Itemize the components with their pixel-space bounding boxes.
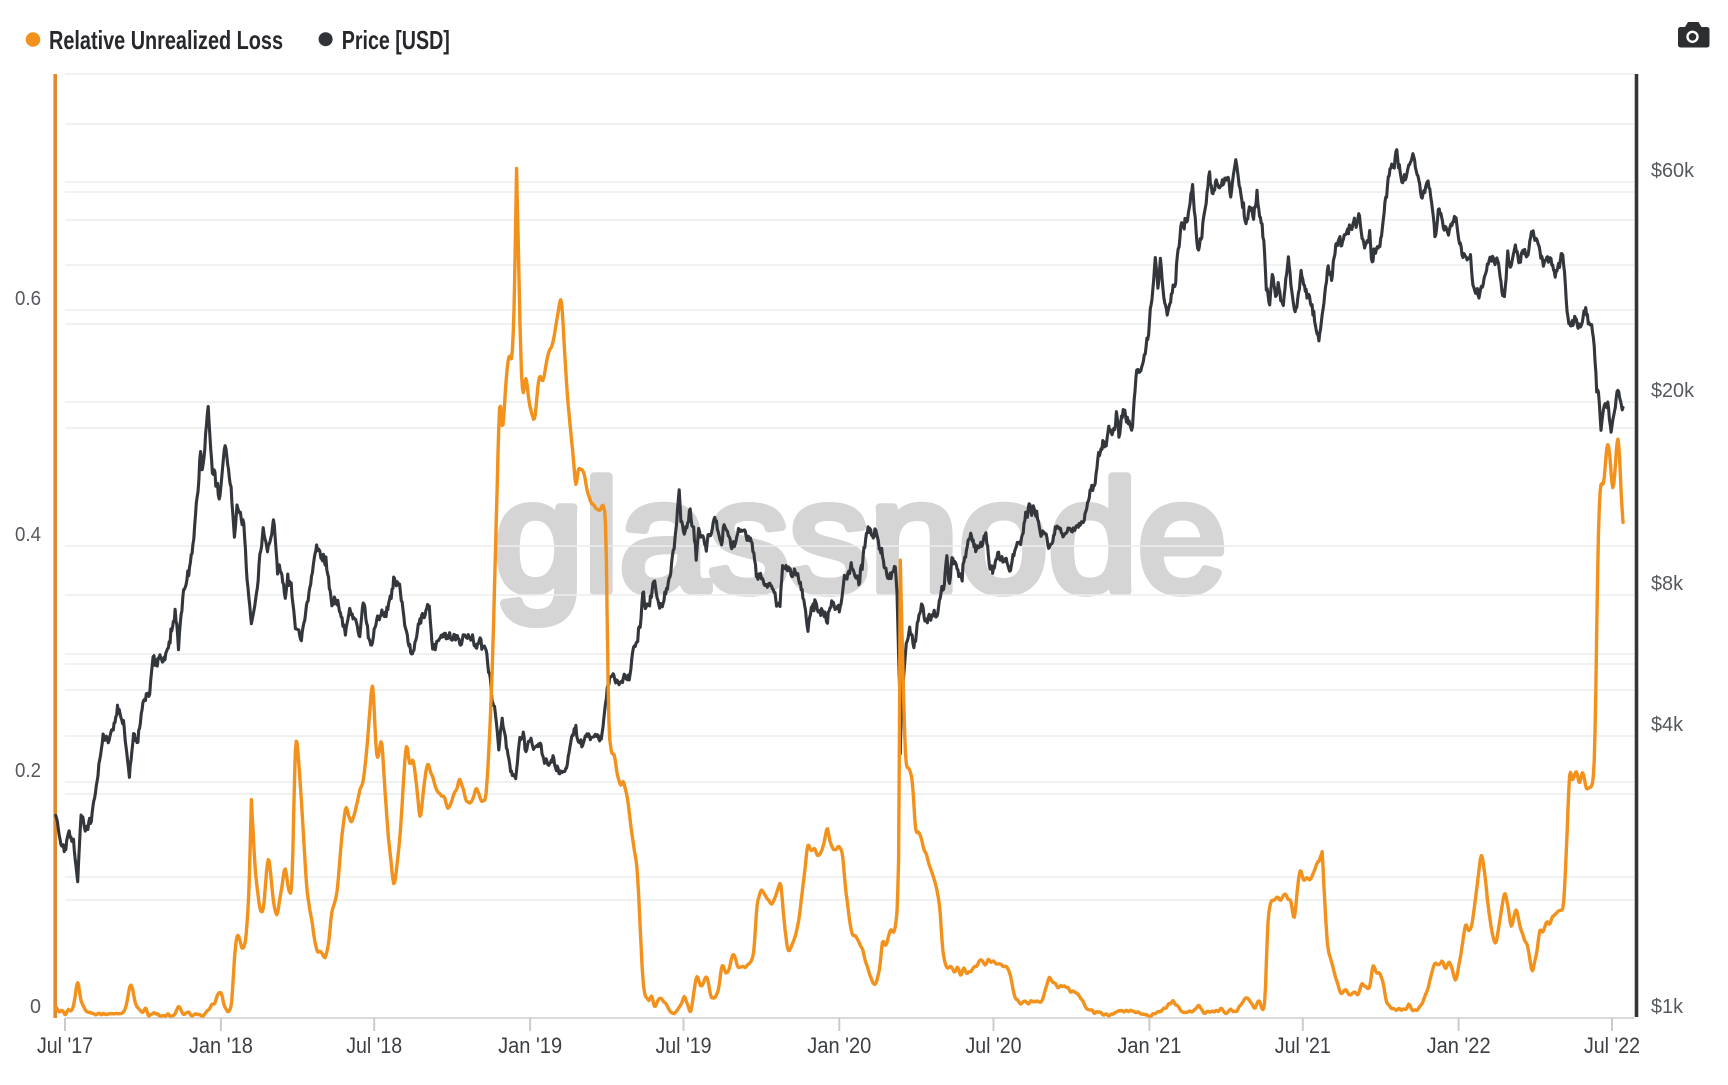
svg-text:Jul '20: Jul '20 [966, 1033, 1022, 1058]
svg-text:Jan '22: Jan '22 [1427, 1033, 1491, 1058]
svg-text:Jul '17: Jul '17 [37, 1033, 93, 1058]
svg-text:glassnode: glassnode [494, 449, 1227, 625]
svg-text:Jul '21: Jul '21 [1275, 1033, 1331, 1058]
svg-text:$60k: $60k [1651, 159, 1695, 182]
svg-text:$8k: $8k [1651, 572, 1684, 595]
svg-text:Jan '18: Jan '18 [189, 1033, 253, 1058]
svg-text:$20k: $20k [1651, 379, 1695, 402]
svg-text:Jul '18: Jul '18 [346, 1033, 402, 1058]
svg-text:0.2: 0.2 [15, 759, 41, 782]
svg-text:Jul '19: Jul '19 [656, 1033, 712, 1058]
svg-text:Jan '19: Jan '19 [498, 1033, 562, 1058]
svg-text:Jul '22: Jul '22 [1584, 1033, 1640, 1058]
svg-text:$4k: $4k [1651, 713, 1684, 736]
svg-text:Jan '20: Jan '20 [807, 1033, 871, 1058]
svg-text:Jan '21: Jan '21 [1117, 1033, 1181, 1058]
svg-text:Price [USD]: Price [USD] [342, 25, 450, 55]
svg-text:0.4: 0.4 [15, 523, 41, 546]
svg-text:0.6: 0.6 [15, 287, 41, 310]
svg-text:Relative Unrealized Loss: Relative Unrealized Loss [49, 25, 283, 55]
svg-text:$1k: $1k [1651, 995, 1684, 1018]
svg-text:0: 0 [30, 995, 41, 1018]
